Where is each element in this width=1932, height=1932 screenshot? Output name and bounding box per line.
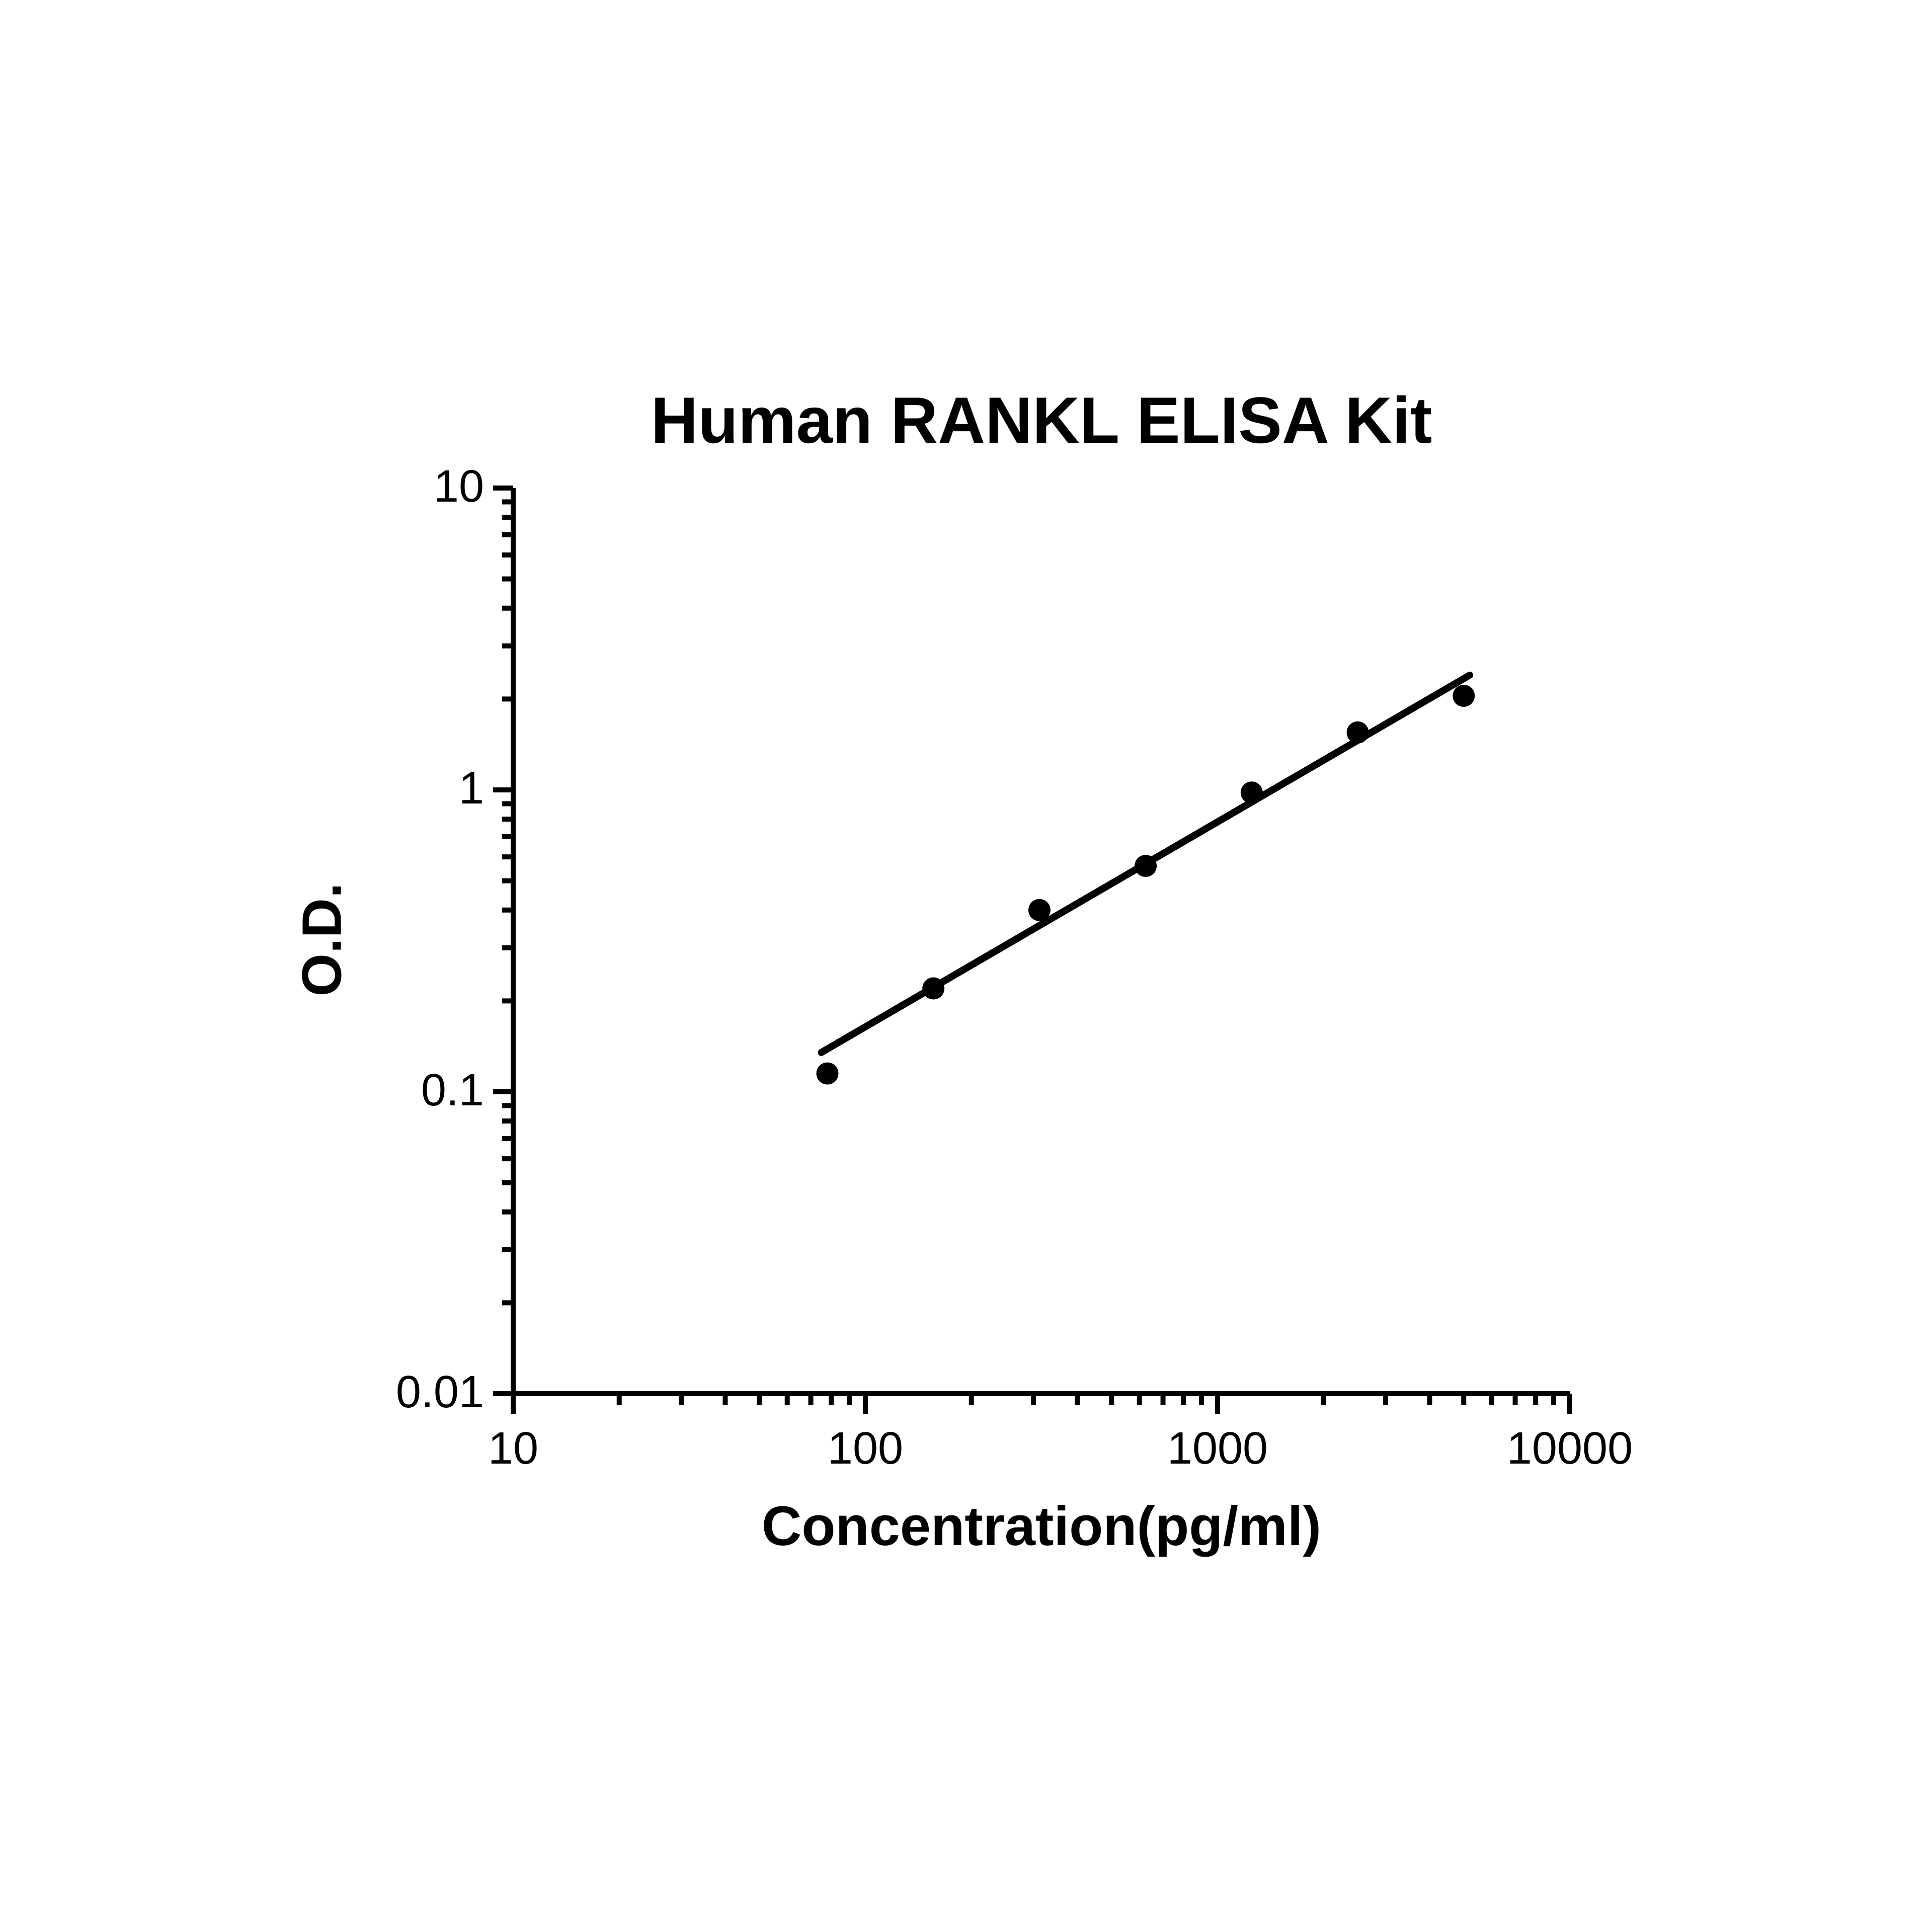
x-tick-label: 100 [790,1423,941,1475]
y-tick-label: 0.01 [333,1366,484,1418]
x-tick-label: 10000 [1494,1423,1645,1475]
x-tick-label: 10 [438,1423,589,1475]
figure-container: Human RANKL ELISA Kit Concentration(pg/m… [0,0,1932,1932]
y-tick-label: 10 [333,461,484,513]
figure: Human RANKL ELISA Kit Concentration(pg/m… [262,262,1670,1670]
y-tick-label: 1 [333,763,484,815]
x-tick-label: 1000 [1142,1423,1293,1475]
y-tick-label: 0.1 [333,1065,484,1116]
